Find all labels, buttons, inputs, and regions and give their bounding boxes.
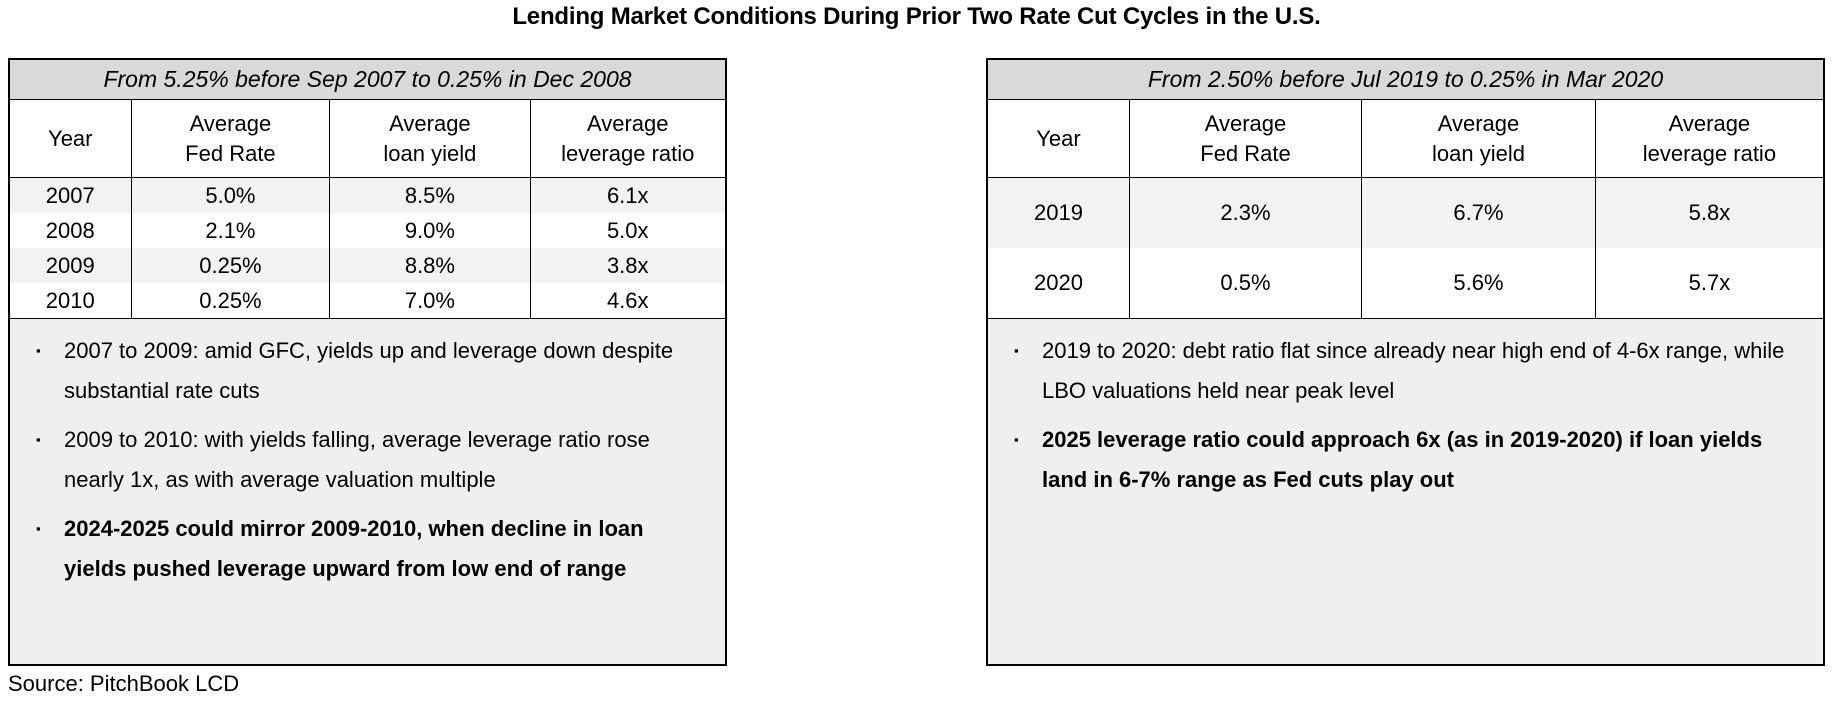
fed-rate-cell: 0.25% — [131, 248, 331, 283]
col-header-leverage-ratio: Average leverage ratio — [1642, 110, 1777, 166]
col-header-fed-rate: Average Fed Rate — [1130, 100, 1363, 177]
table-row-2010: 2010 0.25% 7.0% 4.6x — [10, 283, 725, 318]
year-cell: 2009 — [10, 248, 132, 283]
note-bullet: ▪ 2009 to 2010: with yields falling, ave… — [10, 420, 711, 500]
note-text: 2009 to 2010: with yields falling, avera… — [64, 427, 650, 492]
table-row-2009: 2009 0.25% 8.8% 3.8x — [10, 248, 725, 283]
col-header-loan-yield: Average loan yield — [330, 100, 531, 177]
loan-yield-cell: 6.7% — [1362, 178, 1596, 248]
table-row-2019: 2019 2.3% 6.7% 5.8x — [988, 178, 1823, 248]
cycle-header-2007: From 5.25% before Sep 2007 to 0.25% in D… — [10, 60, 725, 100]
leverage-ratio-cell: 5.7x — [1688, 270, 1731, 295]
leverage-ratio-cell: 5.0x — [606, 217, 649, 243]
bullet-square-icon: ▪ — [36, 343, 41, 358]
column-header-row: Year Average Fed Rate Average loan yield… — [988, 100, 1823, 178]
leverage-ratio-cell: 3.8x — [530, 248, 725, 283]
table-2019-cycle: From 2.50% before Jul 2019 to 0.25% in M… — [986, 58, 1825, 666]
fed-rate-cell: 2.1% — [132, 213, 331, 248]
col-header-leverage-ratio: Average leverage ratio — [561, 110, 695, 166]
note-bullet: ▪ 2024-2025 could mirror 2009-2010, when… — [10, 509, 711, 589]
notes-2007-cycle: ▪ 2007 to 2009: amid GFC, yields up and … — [10, 318, 725, 664]
loan-yield-cell: 7.0% — [330, 283, 531, 318]
note-text: 2024-2025 could mirror 2009-2010, when d… — [64, 516, 644, 581]
table-2007-cycle: From 5.25% before Sep 2007 to 0.25% in D… — [8, 58, 727, 666]
fed-rate-cell: 5.0% — [131, 178, 331, 213]
bullet-square-icon: ▪ — [1014, 343, 1019, 358]
col-header-fed-rate: Average Fed Rate — [132, 100, 331, 177]
year-cell: 2010 — [10, 283, 132, 318]
fed-rate-cell: 0.5% — [1130, 248, 1363, 318]
loan-yield-cell: 8.5% — [330, 178, 531, 213]
note-bullet: ▪ 2007 to 2009: amid GFC, yields up and … — [10, 331, 711, 411]
cycle-header-2019: From 2.50% before Jul 2019 to 0.25% in M… — [988, 60, 1823, 100]
table-row-2007: 2007 5.0% 8.5% 6.1x — [10, 178, 725, 213]
col-header-loan-yield: Average loan yield — [1362, 100, 1596, 177]
bullet-square-icon: ▪ — [36, 521, 41, 536]
year-cell: 2019 — [988, 178, 1130, 248]
year-cell: 2008 — [10, 213, 132, 248]
fed-rate-cell: 2.3% — [1129, 178, 1363, 248]
bullet-square-icon: ▪ — [1014, 432, 1019, 447]
year-cell: 2007 — [10, 178, 132, 213]
col-header-year: Year — [988, 100, 1130, 177]
fed-rate-cell: 0.25% — [132, 283, 331, 318]
notes-2019-cycle: ▪ 2019 to 2020: debt ratio flat since al… — [988, 318, 1823, 664]
note-text: 2025 leverage ratio could approach 6x (a… — [1042, 427, 1763, 492]
note-text: 2007 to 2009: amid GFC, yields up and le… — [64, 338, 674, 403]
note-bullet: ▪ 2025 leverage ratio could approach 6x … — [988, 420, 1809, 500]
col-header-year: Year — [10, 100, 132, 177]
loan-yield-cell: 8.8% — [330, 248, 531, 283]
column-header-row: Year Average Fed Rate Average loan yield… — [10, 100, 725, 178]
leverage-ratio-cell: 5.8x — [1595, 178, 1823, 248]
loan-yield-cell: 5.6% — [1362, 248, 1596, 318]
page-title: Lending Market Conditions During Prior T… — [512, 3, 1321, 30]
loan-yield-cell: 9.0% — [330, 213, 531, 248]
year-cell: 2020 — [988, 248, 1130, 318]
leverage-ratio-cell: 4.6x — [606, 287, 649, 313]
note-bullet: ▪ 2019 to 2020: debt ratio flat since al… — [988, 331, 1809, 411]
table-row-2020: 2020 0.5% 5.6% 5.7x — [988, 248, 1823, 318]
table-row-2008: 2008 2.1% 9.0% 5.0x — [10, 213, 725, 248]
source-attribution: Source: PitchBook LCD — [8, 671, 240, 696]
leverage-ratio-cell: 6.1x — [530, 178, 725, 213]
bullet-square-icon: ▪ — [36, 432, 41, 447]
note-text: 2019 to 2020: debt ratio flat since alre… — [1042, 338, 1785, 403]
